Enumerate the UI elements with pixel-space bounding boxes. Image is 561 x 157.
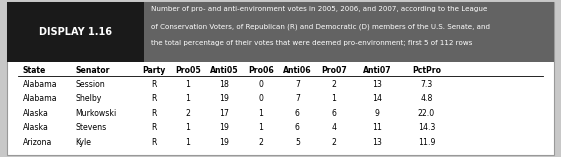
FancyBboxPatch shape — [7, 2, 554, 62]
Text: 1: 1 — [259, 123, 263, 132]
Text: Anti07: Anti07 — [363, 66, 392, 75]
Text: Pro07: Pro07 — [321, 66, 347, 75]
Text: 0: 0 — [259, 94, 263, 103]
Text: 9: 9 — [375, 109, 380, 118]
Text: DISPLAY 1.16: DISPLAY 1.16 — [39, 27, 112, 37]
Text: 7.3: 7.3 — [420, 80, 433, 89]
Text: 6: 6 — [295, 123, 300, 132]
Text: 4.8: 4.8 — [420, 94, 433, 103]
Text: Pro05: Pro05 — [175, 66, 201, 75]
Text: 1: 1 — [332, 94, 336, 103]
Text: R: R — [151, 123, 157, 132]
Text: R: R — [151, 80, 157, 89]
Text: 1: 1 — [186, 80, 190, 89]
Text: Anti06: Anti06 — [283, 66, 312, 75]
Text: Alabama: Alabama — [22, 80, 57, 89]
Text: R: R — [151, 138, 157, 147]
Text: 2: 2 — [332, 80, 336, 89]
Text: Shelby: Shelby — [76, 94, 102, 103]
Text: Stevens: Stevens — [76, 123, 107, 132]
Text: R: R — [151, 94, 157, 103]
Text: Senator: Senator — [76, 66, 110, 75]
Text: Anti05: Anti05 — [210, 66, 239, 75]
Text: Murkowski: Murkowski — [76, 109, 117, 118]
Text: 19: 19 — [219, 123, 229, 132]
Text: 11.9: 11.9 — [418, 138, 435, 147]
FancyBboxPatch shape — [7, 2, 144, 62]
Text: State: State — [22, 66, 46, 75]
Text: 1: 1 — [186, 138, 190, 147]
Text: 1: 1 — [186, 123, 190, 132]
Text: Alaska: Alaska — [22, 123, 48, 132]
Text: Alabama: Alabama — [22, 94, 57, 103]
Text: of Conservation Voters, of Republican (R) and Democratic (D) members of the U.S.: of Conservation Voters, of Republican (R… — [151, 23, 490, 30]
Text: Pro06: Pro06 — [248, 66, 274, 75]
Text: Number of pro- and anti-environment votes in 2005, 2006, and 2007, according to : Number of pro- and anti-environment vote… — [151, 6, 488, 12]
FancyBboxPatch shape — [7, 2, 554, 155]
Text: 1: 1 — [259, 109, 263, 118]
Text: Kyle: Kyle — [76, 138, 92, 147]
Text: Alaska: Alaska — [22, 109, 48, 118]
Text: 13: 13 — [373, 138, 382, 147]
Text: Session: Session — [76, 80, 105, 89]
Text: 22.0: 22.0 — [418, 109, 435, 118]
Text: 14: 14 — [373, 94, 382, 103]
Text: Party: Party — [142, 66, 166, 75]
Text: 1: 1 — [186, 94, 190, 103]
Text: 13: 13 — [373, 80, 382, 89]
Text: 6: 6 — [332, 109, 336, 118]
Text: 2: 2 — [332, 138, 336, 147]
Text: 4: 4 — [332, 123, 336, 132]
Text: 7: 7 — [295, 80, 300, 89]
Text: Arizona: Arizona — [22, 138, 52, 147]
Text: 19: 19 — [219, 94, 229, 103]
Text: 14.3: 14.3 — [418, 123, 435, 132]
Text: 6: 6 — [295, 109, 300, 118]
Text: 11: 11 — [373, 123, 382, 132]
Text: 2: 2 — [186, 109, 190, 118]
Text: 2: 2 — [259, 138, 263, 147]
Text: 18: 18 — [219, 80, 229, 89]
Text: 17: 17 — [219, 109, 229, 118]
Text: 5: 5 — [295, 138, 300, 147]
Text: PctPro: PctPro — [412, 66, 441, 75]
Text: the total percentage of their votes that were deemed pro-environment; first 5 of: the total percentage of their votes that… — [151, 40, 472, 46]
Text: 7: 7 — [295, 94, 300, 103]
Text: 19: 19 — [219, 138, 229, 147]
Text: 0: 0 — [259, 80, 263, 89]
Text: R: R — [151, 109, 157, 118]
